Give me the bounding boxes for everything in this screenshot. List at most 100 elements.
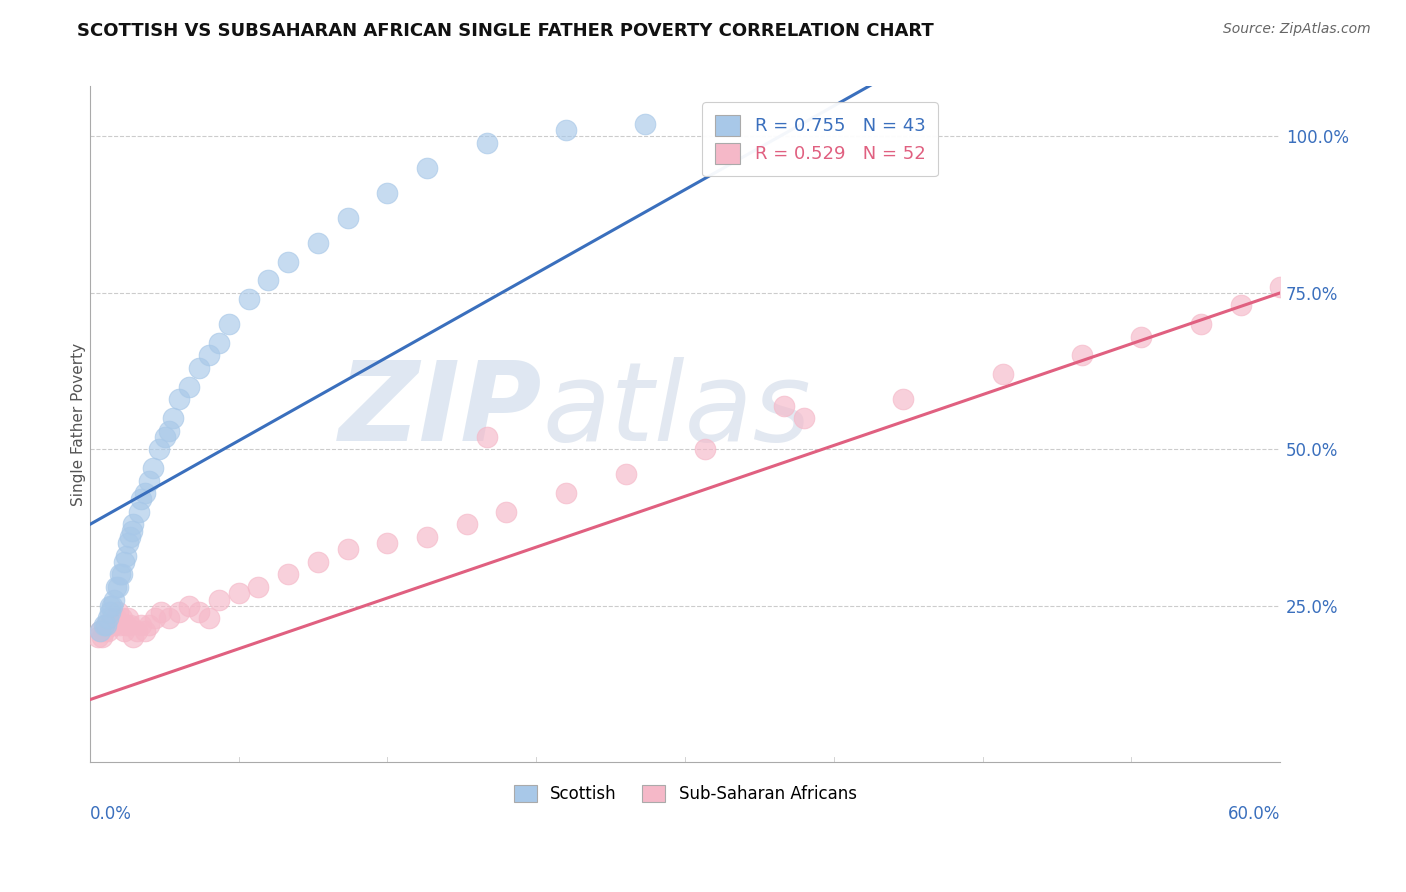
Point bbox=[614, 467, 637, 482]
Point bbox=[118, 617, 141, 632]
Point bbox=[475, 430, 498, 444]
Point bbox=[112, 555, 135, 569]
Point bbox=[167, 392, 190, 407]
Point bbox=[117, 611, 139, 625]
Point bbox=[131, 617, 153, 632]
Point bbox=[177, 599, 200, 613]
Point bbox=[198, 611, 221, 625]
Point bbox=[336, 542, 359, 557]
Point bbox=[93, 624, 115, 638]
Point bbox=[177, 380, 200, 394]
Point bbox=[108, 567, 131, 582]
Point bbox=[277, 567, 299, 582]
Point bbox=[1270, 279, 1292, 293]
Legend: Scottish, Sub-Saharan Africans: Scottish, Sub-Saharan Africans bbox=[505, 777, 865, 812]
Point bbox=[110, 611, 132, 625]
Point bbox=[198, 348, 221, 362]
Point bbox=[117, 536, 139, 550]
Point bbox=[148, 442, 170, 457]
Point bbox=[634, 117, 657, 131]
Point bbox=[891, 392, 914, 407]
Point bbox=[991, 368, 1014, 382]
Point bbox=[416, 530, 439, 544]
Point bbox=[1130, 329, 1153, 343]
Point bbox=[107, 605, 129, 619]
Point bbox=[100, 599, 122, 613]
Point bbox=[134, 486, 156, 500]
Point bbox=[131, 492, 153, 507]
Point bbox=[134, 624, 156, 638]
Point bbox=[138, 617, 160, 632]
Point bbox=[238, 292, 260, 306]
Point bbox=[208, 592, 231, 607]
Point bbox=[157, 611, 180, 625]
Point bbox=[150, 605, 173, 619]
Point bbox=[98, 617, 121, 632]
Point bbox=[121, 524, 143, 538]
Point bbox=[1070, 348, 1092, 362]
Point bbox=[336, 211, 359, 225]
Point bbox=[107, 580, 129, 594]
Point bbox=[188, 605, 211, 619]
Point bbox=[188, 361, 211, 376]
Point bbox=[307, 235, 329, 250]
Point bbox=[138, 474, 160, 488]
Point bbox=[104, 611, 127, 625]
Point bbox=[108, 617, 131, 632]
Point bbox=[162, 411, 184, 425]
Point bbox=[104, 580, 127, 594]
Point bbox=[257, 273, 280, 287]
Point bbox=[475, 136, 498, 150]
Point bbox=[122, 517, 145, 532]
Point bbox=[97, 611, 120, 625]
Point bbox=[277, 254, 299, 268]
Point bbox=[693, 442, 716, 457]
Point bbox=[94, 617, 117, 632]
Text: atlas: atlas bbox=[543, 358, 811, 464]
Point bbox=[103, 592, 125, 607]
Text: ZIP: ZIP bbox=[339, 358, 543, 464]
Point bbox=[142, 461, 165, 475]
Point bbox=[218, 317, 240, 331]
Point bbox=[247, 580, 270, 594]
Point bbox=[495, 505, 517, 519]
Point bbox=[456, 517, 478, 532]
Point bbox=[114, 617, 136, 632]
Point bbox=[127, 624, 149, 638]
Point bbox=[1229, 298, 1251, 312]
Point bbox=[793, 411, 815, 425]
Point bbox=[167, 605, 190, 619]
Point bbox=[555, 486, 578, 500]
Point bbox=[377, 536, 399, 550]
Text: 60.0%: 60.0% bbox=[1227, 805, 1281, 822]
Point bbox=[128, 505, 150, 519]
Point bbox=[208, 335, 231, 350]
Point bbox=[228, 586, 250, 600]
Point bbox=[1189, 317, 1212, 331]
Point bbox=[89, 624, 111, 638]
Point bbox=[143, 611, 166, 625]
Point bbox=[157, 424, 180, 438]
Point bbox=[110, 567, 132, 582]
Point bbox=[90, 630, 112, 644]
Point bbox=[98, 599, 121, 613]
Point bbox=[87, 630, 110, 644]
Point bbox=[377, 186, 399, 200]
Point bbox=[94, 617, 117, 632]
Text: SCOTTISH VS SUBSAHARAN AFRICAN SINGLE FATHER POVERTY CORRELATION CHART: SCOTTISH VS SUBSAHARAN AFRICAN SINGLE FA… bbox=[77, 22, 934, 40]
Text: 0.0%: 0.0% bbox=[90, 805, 132, 822]
Point bbox=[97, 624, 120, 638]
Point bbox=[103, 617, 125, 632]
Point bbox=[122, 630, 145, 644]
Point bbox=[118, 530, 141, 544]
Point bbox=[93, 617, 115, 632]
Point bbox=[555, 123, 578, 137]
Point bbox=[307, 555, 329, 569]
Point bbox=[98, 605, 121, 619]
Point bbox=[773, 399, 796, 413]
Y-axis label: Single Father Poverty: Single Father Poverty bbox=[72, 343, 86, 506]
Text: Source: ZipAtlas.com: Source: ZipAtlas.com bbox=[1223, 22, 1371, 37]
Point bbox=[112, 624, 135, 638]
Point bbox=[155, 430, 177, 444]
Point bbox=[89, 624, 111, 638]
